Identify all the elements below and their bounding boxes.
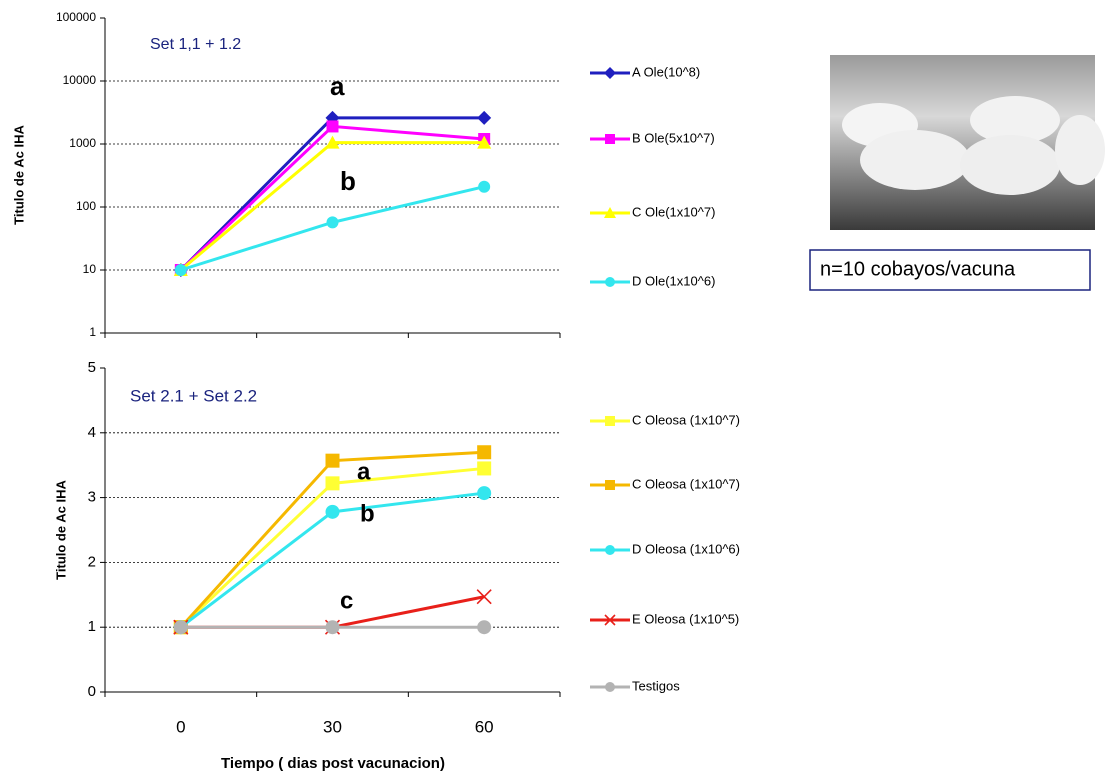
legend-label: D Oleosa (1x10^6) bbox=[632, 541, 740, 556]
legend-marker bbox=[604, 67, 616, 79]
y-tick-label: 5 bbox=[88, 359, 96, 376]
data-point bbox=[478, 181, 490, 193]
data-point bbox=[174, 620, 188, 634]
legend-label: Testigos bbox=[632, 678, 680, 693]
data-point bbox=[326, 454, 340, 468]
photo bbox=[830, 55, 1105, 230]
series-line bbox=[181, 143, 484, 270]
data-point bbox=[477, 445, 491, 459]
data-point bbox=[326, 620, 340, 634]
series-line bbox=[181, 468, 484, 627]
y-tick-label: 10 bbox=[83, 262, 97, 276]
legend-label: A Ole(10^8) bbox=[632, 64, 700, 79]
legend-marker bbox=[605, 480, 615, 490]
data-point bbox=[477, 461, 491, 475]
y-tick-label: 0 bbox=[88, 683, 96, 700]
data-point bbox=[175, 264, 187, 276]
legend-label: C Oleosa (1x10^7) bbox=[632, 476, 740, 491]
legend-marker bbox=[605, 682, 615, 692]
legend-label: E Oleosa (1x10^5) bbox=[632, 611, 739, 626]
y-tick-label: 1000 bbox=[69, 136, 96, 150]
annotation: c bbox=[340, 587, 353, 614]
x-tick-label: 30 bbox=[323, 717, 342, 736]
data-point bbox=[327, 120, 339, 132]
note: n=10 cobayos/vacuna bbox=[820, 258, 1016, 280]
annotation: b bbox=[360, 500, 375, 527]
legend-label: B Ole(5x10^7) bbox=[632, 130, 715, 145]
y-tick-label: 1 bbox=[89, 325, 96, 339]
slide: n=10 cobayos/vacuna 11010010001000010000… bbox=[0, 0, 1105, 776]
data-point bbox=[477, 486, 491, 500]
legend-marker bbox=[605, 416, 615, 426]
legend-label: C Oleosa (1x10^7) bbox=[632, 412, 740, 427]
annotation: Set 2.1 + Set 2.2 bbox=[130, 386, 257, 405]
y-tick-label: 10000 bbox=[63, 73, 97, 87]
y-tick-label: 1 bbox=[88, 618, 96, 635]
y-tick-label: 3 bbox=[88, 489, 96, 506]
x-axis-label: Tiempo ( dias post vacunacion) bbox=[221, 755, 445, 772]
y-axis-label: Titulo de Ac IHA bbox=[53, 480, 68, 580]
data-point bbox=[326, 505, 340, 519]
data-point bbox=[326, 476, 340, 490]
x-tick-label: 0 bbox=[176, 717, 185, 736]
annotation: a bbox=[357, 458, 371, 485]
data-point bbox=[327, 216, 339, 228]
y-tick-label: 4 bbox=[88, 424, 96, 441]
annotation: b bbox=[340, 166, 356, 196]
legend-marker bbox=[605, 545, 615, 555]
y-tick-label: 100000 bbox=[56, 10, 96, 24]
annotation: a bbox=[330, 71, 345, 101]
data-point bbox=[477, 620, 491, 634]
x-tick-label: 60 bbox=[475, 717, 494, 736]
annotation: Set 1,1 + 1.2 bbox=[150, 36, 241, 53]
y-axis-label: Titulo de Ac IHA bbox=[11, 125, 26, 225]
y-tick-label: 2 bbox=[88, 553, 96, 570]
data-point bbox=[477, 111, 491, 125]
legend-label: D Ole(1x10^6) bbox=[632, 273, 715, 288]
y-tick-label: 100 bbox=[76, 199, 96, 213]
page: n=10 cobayos/vacuna 11010010001000010000… bbox=[0, 0, 1105, 776]
legend-label: C Ole(1x10^7) bbox=[632, 204, 715, 219]
legend-marker bbox=[605, 277, 615, 287]
legend-marker bbox=[605, 134, 615, 144]
